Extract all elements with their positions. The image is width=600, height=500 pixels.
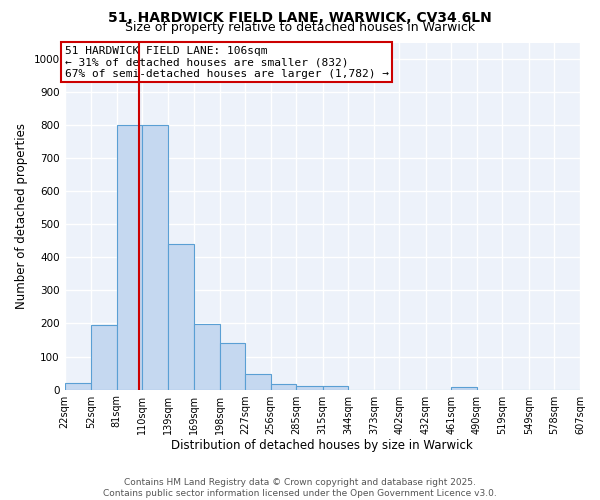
Text: 51 HARDWICK FIELD LANE: 106sqm
← 31% of detached houses are smaller (832)
67% of: 51 HARDWICK FIELD LANE: 106sqm ← 31% of … — [65, 46, 389, 79]
Text: 51, HARDWICK FIELD LANE, WARWICK, CV34 6LN: 51, HARDWICK FIELD LANE, WARWICK, CV34 6… — [108, 11, 492, 25]
Bar — [65, 383, 91, 390]
Bar — [220, 344, 245, 390]
Bar — [323, 386, 348, 390]
Text: Size of property relative to detached houses in Warwick: Size of property relative to detached ho… — [125, 22, 475, 35]
Bar — [451, 387, 477, 390]
Bar — [167, 244, 194, 390]
Bar — [142, 125, 167, 390]
Bar — [116, 125, 142, 390]
X-axis label: Distribution of detached houses by size in Warwick: Distribution of detached houses by size … — [172, 440, 473, 452]
Bar — [271, 384, 296, 390]
Bar — [91, 325, 116, 390]
Bar — [245, 374, 271, 390]
Y-axis label: Number of detached properties: Number of detached properties — [15, 123, 28, 309]
Text: Contains HM Land Registry data © Crown copyright and database right 2025.
Contai: Contains HM Land Registry data © Crown c… — [103, 478, 497, 498]
Bar — [194, 324, 220, 390]
Bar — [296, 386, 323, 390]
